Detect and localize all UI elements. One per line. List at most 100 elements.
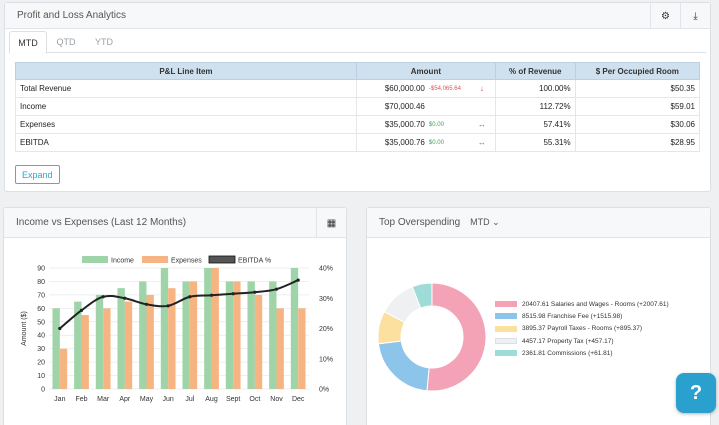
income-bar [52, 308, 60, 389]
ebitda-line [59, 279, 299, 330]
income-vs-expenses-title: Income vs Expenses (Last 12 Months) [16, 217, 187, 228]
line-item-cell: Total Revenue [15, 79, 357, 98]
tab-mtd[interactable]: MTD [9, 31, 47, 54]
x-tick-label: Aug [205, 396, 218, 403]
x-tick-label: Oct [249, 396, 260, 403]
x-tick-label: Mar [97, 396, 110, 403]
line-item-cell: Income [15, 97, 357, 116]
column-header: P&L Line Item [15, 62, 357, 80]
table-view-button[interactable]: ▦ [316, 208, 346, 238]
table-icon: ▦ [326, 217, 337, 229]
expenses-bar [233, 281, 241, 389]
trend-arrow-icon: ↓ [479, 84, 484, 93]
column-header: Amount [355, 62, 496, 80]
x-tick-label: Feb [75, 396, 87, 403]
amount-value: $35,000.76 [384, 138, 425, 147]
y2-tick-label: 10% [319, 356, 333, 363]
top-overspending-panel: Top Overspending MTD ⌄ 20407.61 Salaries… [366, 207, 711, 425]
legend-item: 2361.81 Commissions (+61.81) [495, 347, 669, 359]
income-bar [74, 301, 82, 389]
tab-qtd[interactable]: QTD [56, 37, 76, 47]
y-axis-label: Amount ($) [21, 311, 28, 346]
expenses-bar [81, 315, 89, 389]
y-tick-label: 90 [37, 266, 45, 273]
legend-label: 8515.98 Franchise Fee (+1515.98) [522, 312, 623, 320]
y2-tick-label: 40% [319, 266, 333, 273]
profit-loss-header: Profit and Loss Analytics ⚙ ⤓ [5, 3, 710, 29]
legend-label: Expenses [171, 258, 202, 265]
help-button[interactable]: ? [676, 373, 716, 413]
legend-swatch-ebitda [208, 255, 236, 264]
expenses-bar [276, 308, 284, 389]
donut-legend: 20407.61 Salaries and Wages - Rooms (+20… [495, 298, 669, 359]
x-tick-label: Apr [119, 396, 131, 403]
income-bar [269, 281, 277, 389]
download-button[interactable]: ⤓ [680, 3, 710, 29]
profit-loss-panel: Profit and Loss Analytics ⚙ ⤓ MTD QTD YT… [4, 2, 711, 192]
y-tick-label: 40 [37, 333, 45, 340]
amount-delta: -$54,065.64 [428, 85, 461, 92]
legend-item: 20407.61 Salaries and Wages - Rooms (+20… [495, 298, 669, 310]
line-item-cell: EBITDA [15, 133, 357, 152]
donut-slice [411, 282, 433, 309]
ebitda-point [166, 304, 170, 308]
legend-swatch [495, 301, 517, 308]
per-room-cell: $30.06 [574, 115, 701, 134]
amount-cell: $35,000.70 $0.00 ↔ [355, 115, 496, 134]
column-header: $ Per Occupied Room [574, 62, 701, 80]
income-bar [290, 268, 299, 389]
table-header-row: P&L Line Item Amount % of Revenue $ Per … [15, 62, 701, 80]
x-tick-label: Jan [54, 396, 65, 403]
legend-label: EBITDA % [238, 258, 271, 265]
percent-revenue-cell: 55.31% [494, 133, 576, 152]
profit-loss-title: Profit and Loss Analytics [17, 10, 126, 21]
ebitda-point [209, 293, 214, 297]
gear-icon: ⚙ [661, 10, 670, 22]
amount-value: $70,000.46 [384, 102, 425, 111]
y-tick-label: 60 [37, 306, 45, 313]
expenses-bar [254, 294, 263, 389]
expenses-bar [146, 294, 154, 389]
ebitda-point [123, 296, 127, 300]
y2-tick-label: 30% [319, 296, 333, 303]
per-room-cell: $59.01 [574, 97, 701, 116]
overspending-donut-chart [377, 282, 487, 392]
top-overspending-header: Top Overspending MTD ⌄ [367, 208, 710, 238]
income-vs-expenses-header: Income vs Expenses (Last 12 Months) ▦ [4, 208, 346, 238]
expenses-bar [103, 308, 111, 389]
amount-delta: $0.00 [428, 139, 444, 146]
income-vs-expenses-chart: 0 10 20 30 40 50 60 70 80 90 0% 10% 20% 30% 40% Amount … [21, 255, 333, 403]
legend-label: Income [111, 258, 134, 265]
settings-button[interactable]: ⚙ [650, 3, 680, 29]
ebitda-point [79, 308, 84, 312]
legend-label: 3895.37 Payroll Taxes - Rooms (+895.37) [522, 325, 643, 333]
expenses-bar [168, 288, 176, 389]
y-tick-label: 50 [37, 319, 45, 326]
trend-arrow-icon: ↔ [477, 120, 486, 129]
income-bar [247, 281, 255, 389]
x-tick-label: Jul [185, 396, 194, 403]
amount-cell: $60,000.00 -$54,065.64 ↓ [355, 79, 496, 98]
ebitda-point [101, 295, 105, 299]
y-tick-label: 10 [37, 373, 45, 380]
percent-revenue-cell: 57.41% [494, 115, 576, 134]
amount-cell: $35,000.76 $0.00 ↔ [355, 133, 496, 152]
ebitda-point [58, 326, 62, 331]
y-tick-label: 30 [37, 346, 45, 353]
trend-arrow-icon: ↔ [477, 138, 486, 147]
download-icon: ⤓ [693, 10, 698, 22]
expenses-bar [124, 301, 133, 389]
expenses-bar [59, 348, 68, 389]
expand-button[interactable]: Expand [15, 165, 60, 184]
x-tick-label: Dec [292, 396, 305, 403]
x-tick-label: May [140, 396, 154, 403]
period-dropdown[interactable]: MTD ⌄ [470, 217, 500, 227]
legend-item: 4457.17 Property Tax (+457.17) [495, 335, 669, 347]
amount-value: $60,000.00 [384, 84, 425, 93]
y-tick-label: 80 [37, 279, 45, 286]
line-item-cell: Expenses [15, 115, 357, 134]
column-header: % of Revenue [494, 62, 576, 80]
tab-ytd[interactable]: YTD [95, 37, 113, 47]
y2-tick-label: 20% [319, 326, 333, 333]
ebitda-point [274, 287, 279, 291]
